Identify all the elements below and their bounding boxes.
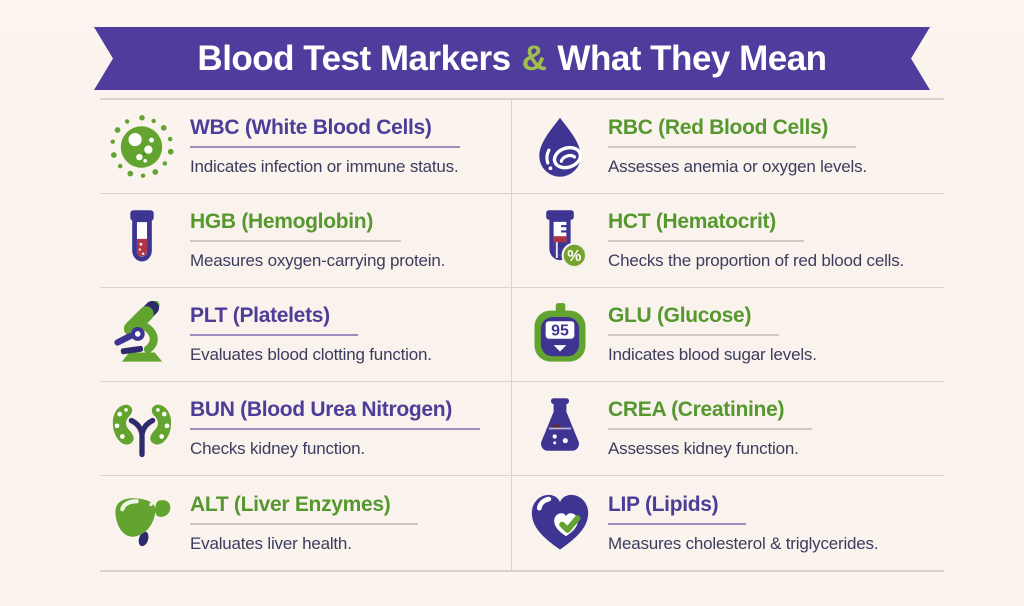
marker-item-plt: PLT (Platelets) Evaluates blood clotting…: [100, 288, 512, 382]
svg-text:%: %: [567, 248, 581, 265]
markers-grid: WBC (White Blood Cells) Indicates infect…: [100, 98, 944, 572]
marker-abbreviation: HGB: [190, 210, 236, 233]
marker-title: ALT (Liver Enzymes): [190, 492, 419, 525]
marker-title: RBC (Red Blood Cells): [608, 116, 857, 148]
marker-title: HCT (Hematocrit): [608, 210, 804, 242]
marker-title: WBC (White Blood Cells): [190, 116, 460, 148]
marker-description: Checks kidney function.: [190, 439, 365, 458]
marker-abbreviation: PLT: [190, 304, 228, 327]
test-tube-percent-icon: %: [526, 207, 594, 275]
marker-full-name: (Lipids): [644, 492, 719, 516]
marker-text: ALT (Liver Enzymes) Evaluates liver heal…: [190, 492, 419, 554]
marker-text: HGB (Hemoglobin) Measures oxygen-carryin…: [190, 210, 445, 271]
marker-text: BUN (Blood Urea Nitrogen) Checks kidney …: [190, 398, 481, 459]
test-tube-icon: [108, 207, 176, 275]
marker-description: Measures cholesterol & triglycerides.: [608, 533, 879, 553]
blood-drop-icon: [526, 113, 594, 181]
marker-description: Assesses anemia or oxygen levels.: [608, 157, 867, 176]
kidneys-icon: [108, 395, 176, 463]
marker-full-name: (Glucose): [656, 304, 752, 327]
marker-item-wbc: WBC (White Blood Cells) Indicates infect…: [100, 100, 512, 194]
page-title-prefix: Blood Test Markers: [197, 38, 511, 78]
marker-text: HCT (Hematocrit) Checks the proportion o…: [608, 210, 904, 271]
marker-abbreviation: CREA: [608, 398, 666, 421]
marker-item-hgb: HGB (Hemoglobin) Measures oxygen-carryin…: [100, 194, 512, 288]
marker-abbreviation: BUN: [190, 398, 235, 421]
marker-abbreviation: WBC: [190, 116, 240, 139]
marker-abbreviation: GLU: [608, 304, 652, 327]
marker-description: Measures oxygen-carrying protein.: [190, 251, 446, 270]
marker-full-name: (Hematocrit): [655, 210, 776, 233]
flask-icon: [526, 395, 594, 463]
marker-description: Evaluates blood clotting function.: [190, 345, 432, 364]
marker-abbreviation: HCT: [608, 210, 651, 233]
marker-description: Indicates infection or immune status.: [190, 157, 459, 176]
marker-abbreviation: RBC: [608, 116, 653, 139]
marker-description: Checks the proportion of red blood cells…: [608, 251, 905, 270]
marker-full-name: (Hemoglobin): [241, 210, 374, 233]
page-title-ampersand: &: [521, 38, 547, 78]
marker-title: BUN (Blood Urea Nitrogen): [190, 398, 481, 430]
marker-item-rbc: RBC (Red Blood Cells) Assesses anemia or…: [512, 100, 944, 194]
glucometer-icon: 95: [526, 301, 594, 369]
marker-item-bun: BUN (Blood Urea Nitrogen) Checks kidney …: [100, 382, 512, 476]
heart-check-icon: [526, 489, 594, 557]
marker-full-name: (White Blood Cells): [244, 116, 432, 139]
marker-text: CREA (Creatinine) Assesses kidney functi…: [608, 398, 813, 459]
marker-title: HGB (Hemoglobin): [190, 210, 402, 242]
marker-description: Evaluates liver health.: [190, 533, 352, 553]
marker-abbreviation: LIP: [608, 492, 640, 516]
marker-description: Indicates blood sugar levels.: [608, 345, 817, 364]
microscope-icon: [108, 300, 176, 369]
marker-abbreviation: ALT: [190, 492, 229, 516]
marker-description: Assesses kidney function.: [608, 439, 799, 458]
marker-text: WBC (White Blood Cells) Indicates infect…: [190, 116, 460, 177]
marker-title: LIP (Lipids): [608, 492, 747, 525]
wbc-cell-icon: [108, 113, 176, 181]
marker-text: GLU (Glucose) Indicates blood sugar leve…: [608, 304, 817, 365]
marker-item-lip: LIP (Lipids) Measures cholesterol & trig…: [512, 476, 944, 570]
marker-title: CREA (Creatinine): [608, 398, 813, 430]
marker-item-hct: % HCT (Hematocrit) Checks the proportion…: [512, 194, 944, 288]
header-ribbon: Blood Test Markers & What They Mean: [94, 27, 930, 90]
marker-full-name: (Red Blood Cells): [658, 116, 829, 139]
liver-icon: [108, 489, 176, 557]
marker-full-name: (Blood Urea Nitrogen): [240, 398, 453, 421]
marker-full-name: (Liver Enzymes): [233, 492, 391, 516]
marker-text: PLT (Platelets) Evaluates blood clotting…: [190, 304, 432, 365]
svg-text:95: 95: [551, 322, 569, 339]
marker-title: PLT (Platelets): [190, 304, 358, 336]
marker-item-glu: 95 GLU (Glucose) Indicates blood sugar l…: [512, 288, 944, 382]
marker-text: RBC (Red Blood Cells) Assesses anemia or…: [608, 116, 867, 177]
marker-full-name: (Platelets): [232, 304, 330, 327]
page-title-suffix: What They Mean: [557, 38, 827, 78]
marker-item-alt: ALT (Liver Enzymes) Evaluates liver heal…: [100, 476, 512, 570]
page-title: Blood Test Markers & What They Mean: [197, 39, 826, 79]
marker-full-name: (Creatinine): [671, 398, 785, 421]
marker-title: GLU (Glucose): [608, 304, 780, 336]
marker-text: LIP (Lipids) Measures cholesterol & trig…: [608, 492, 879, 554]
marker-item-crea: CREA (Creatinine) Assesses kidney functi…: [512, 382, 944, 476]
